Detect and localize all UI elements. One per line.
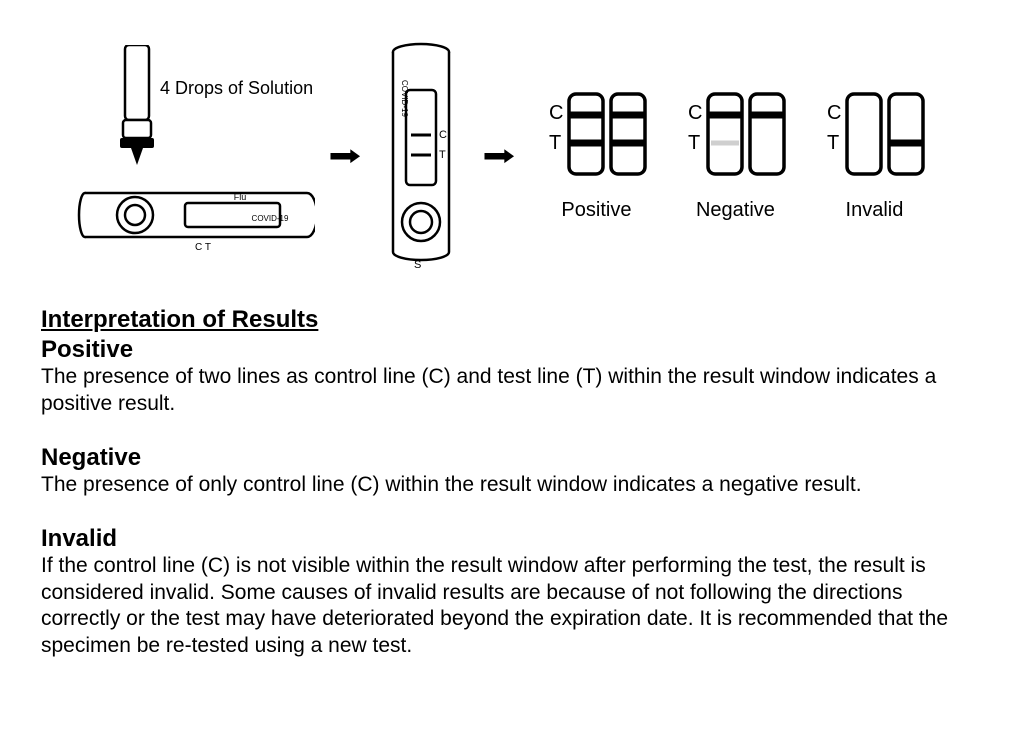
svg-text:C: C — [827, 102, 841, 124]
svg-text:COVID-19: COVID-19 — [252, 214, 289, 223]
results-cluster: C T Positive C T — [539, 89, 932, 222]
svg-text:Flu: Flu — [234, 192, 247, 202]
svg-text:C T: C T — [195, 242, 211, 253]
invalid-body: If the control line (C) is not visible w… — [41, 553, 971, 661]
invalid-block: Invalid If the control line (C) is not v… — [41, 525, 971, 661]
result-invalid: C T Invalid — [817, 89, 932, 222]
positive-title: Positive — [41, 336, 971, 364]
negative-body: The presence of only control line (C) wi… — [41, 472, 971, 499]
procedure-diagram: Flu COVID-19 C T ➡ C T COVID-19 S ➡ — [35, 40, 994, 270]
interpretation-section: Interpretation of Results Positive The p… — [35, 306, 971, 660]
positive-icon: C T — [539, 89, 654, 189]
drops-label: 4 Drops of Solution — [160, 78, 313, 99]
positive-label: Positive — [561, 199, 631, 222]
invalid-icon: C T — [817, 89, 932, 189]
arrow-icon: ➡ — [483, 139, 516, 172]
negative-icon: C T — [678, 89, 793, 189]
invalid-label: Invalid — [846, 199, 904, 222]
invalid-title: Invalid — [41, 525, 971, 553]
negative-label: Negative — [696, 199, 775, 222]
negative-title: Negative — [41, 444, 971, 472]
svg-text:T: T — [688, 132, 700, 154]
svg-text:T: T — [827, 132, 839, 154]
result-negative: C T Negative — [678, 89, 793, 222]
svg-text:C: C — [549, 102, 563, 124]
negative-block: Negative The presence of only control li… — [41, 444, 971, 499]
svg-text:COVID-19: COVID-19 — [400, 80, 409, 117]
svg-text:T: T — [549, 132, 561, 154]
svg-text:S: S — [414, 259, 421, 270]
step2-cassette-icon: C T COVID-19 S — [374, 40, 469, 270]
positive-body: The presence of two lines as control lin… — [41, 364, 971, 418]
interpretation-heading: Interpretation of Results — [41, 306, 971, 334]
result-positive: C T Positive — [539, 89, 654, 222]
svg-text:C: C — [688, 102, 702, 124]
page: 4 Drops of Solution Flu COVID-19 — [0, 0, 1024, 754]
svg-text:C: C — [439, 129, 447, 141]
svg-text:T: T — [439, 149, 446, 161]
arrow-icon: ➡ — [328, 139, 361, 172]
positive-block: Positive The presence of two lines as co… — [41, 336, 971, 418]
